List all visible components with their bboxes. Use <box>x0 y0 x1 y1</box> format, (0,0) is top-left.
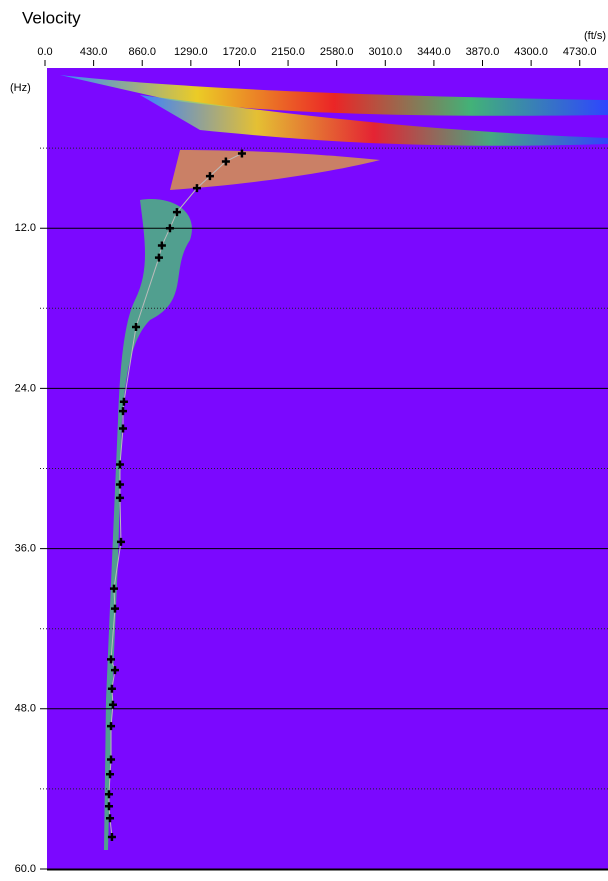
y-tick-label: 24.0 <box>15 382 36 394</box>
picked-point <box>119 407 128 416</box>
x-unit: (ft/s) <box>584 30 606 42</box>
x-tick-label: 3870.0 <box>466 46 500 58</box>
x-tick-label: 3010.0 <box>368 46 402 58</box>
picked-point <box>205 172 214 181</box>
picked-point <box>107 655 116 664</box>
picked-point <box>119 397 128 406</box>
y-tick-label: 60.0 <box>15 863 36 875</box>
picked-point <box>157 241 166 250</box>
picked-point <box>107 755 116 764</box>
x-tick-label: 4730.0 <box>563 46 597 58</box>
chart-title: Velocity <box>22 8 81 27</box>
picked-point <box>132 322 141 331</box>
picked-point <box>119 424 128 433</box>
picked-point <box>104 802 113 811</box>
picked-point <box>107 722 116 731</box>
y-tick-label: 36.0 <box>15 543 36 555</box>
energy-band <box>60 75 608 116</box>
x-tick-label: 2580.0 <box>320 46 354 58</box>
picked-point <box>106 814 115 823</box>
picked-point <box>106 770 115 779</box>
x-tick-label: 2150.0 <box>271 46 305 58</box>
picked-point <box>172 208 181 217</box>
picked-point <box>104 790 113 799</box>
picked-point <box>115 493 124 502</box>
x-tick-label: 1290.0 <box>174 46 208 58</box>
x-tick-label: 1720.0 <box>223 46 257 58</box>
picked-point <box>221 157 230 166</box>
picked-point <box>109 584 118 593</box>
picked-point <box>110 604 119 613</box>
x-tick-label: 3440.0 <box>417 46 451 58</box>
picked-point <box>115 480 124 489</box>
energy-band <box>140 95 608 146</box>
picked-point <box>237 149 246 158</box>
y-tick-label: 12.0 <box>15 222 36 234</box>
picked-point <box>115 460 124 469</box>
energy-band <box>104 199 192 851</box>
picked-point <box>165 224 174 233</box>
picked-point <box>107 832 116 841</box>
x-tick-label: 430.0 <box>80 46 108 58</box>
x-tick-label: 860.0 <box>128 46 156 58</box>
x-tick-label: 0.0 <box>37 46 52 58</box>
x-tick-label: 4300.0 <box>514 46 548 58</box>
picked-point <box>108 700 117 709</box>
y-unit: (Hz) <box>10 82 31 94</box>
picked-point <box>116 537 125 546</box>
picked-point <box>154 253 163 262</box>
picked-point <box>107 684 116 693</box>
picked-point <box>110 666 119 675</box>
energy-band <box>170 150 380 190</box>
y-tick-label: 48.0 <box>15 703 36 715</box>
picked-point <box>192 184 201 193</box>
